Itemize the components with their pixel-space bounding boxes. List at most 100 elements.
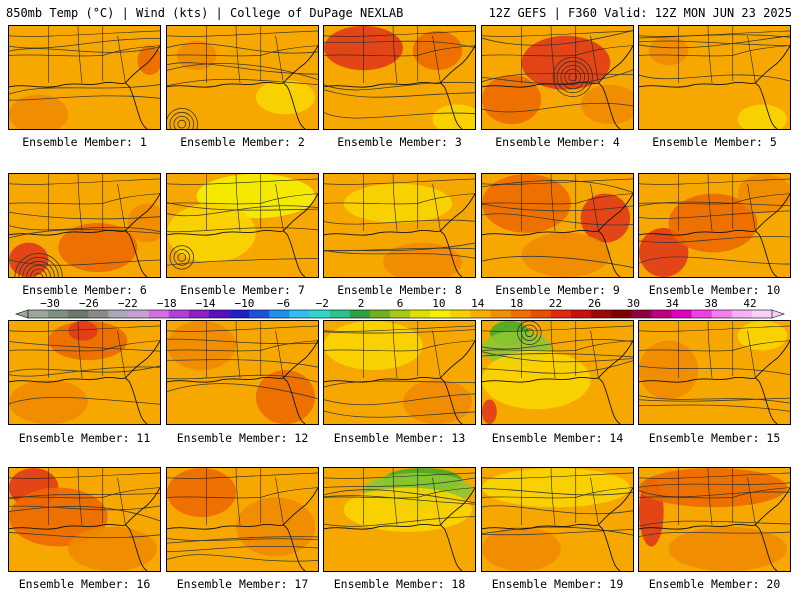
ensemble-panel-20 (638, 467, 791, 572)
colorbar-swatch (490, 310, 511, 318)
isoline (9, 505, 160, 522)
state-border (639, 496, 733, 499)
ensemble-panel-9 (481, 173, 634, 278)
temperature-shading (482, 526, 561, 571)
state-border (550, 26, 556, 83)
ensemble-member-label: Ensemble Member: 12 (176, 431, 309, 445)
coastline (125, 487, 160, 526)
colorbar-swatch (711, 310, 733, 318)
isoline (9, 46, 160, 53)
state-border (275, 35, 284, 83)
isoline (9, 95, 160, 101)
state-border (77, 468, 83, 525)
temperature-map (9, 26, 160, 129)
coastline (167, 229, 306, 277)
colorbar-swatch (430, 310, 451, 318)
state-border (432, 35, 441, 83)
colorbar-tick-label: −14 (196, 297, 216, 310)
state-border (102, 340, 160, 351)
temperature-map (639, 321, 790, 424)
colorbar-tick-label: −22 (118, 297, 138, 310)
pressure-center-contour (521, 324, 538, 342)
coastline (639, 523, 778, 571)
state-border (117, 330, 126, 378)
ensemble-panel-18 (323, 467, 476, 572)
coastline (440, 487, 475, 526)
temperature-shading (255, 370, 316, 424)
isoline (324, 489, 475, 504)
coastline (755, 340, 790, 379)
state-border (575, 340, 633, 351)
isoline (9, 365, 160, 373)
state-border (260, 487, 318, 498)
ensemble-panel-7 (166, 173, 319, 278)
pressure-center-contour (568, 72, 578, 82)
coastline (598, 487, 633, 526)
coastline (324, 376, 463, 424)
state-border (732, 340, 790, 351)
map-title: 850mb Temp (°C) | Wind (kts) | College o… (6, 6, 404, 20)
coastline (125, 193, 160, 232)
isoline (639, 236, 790, 243)
colorbar-swatch (289, 310, 310, 318)
state-border (747, 183, 756, 231)
ensemble-panel-14 (481, 320, 634, 425)
colorbar-swatch (751, 310, 773, 318)
state-border (9, 178, 160, 185)
isoline (324, 250, 475, 259)
colorbar-swatch (188, 310, 210, 318)
ensemble-member-label: Ensemble Member: 2 (180, 135, 305, 149)
colorbar-tick-label: −18 (157, 297, 177, 310)
state-border (482, 30, 633, 37)
state-border (550, 468, 556, 525)
state-border (639, 472, 790, 479)
ensemble-member-label: Ensemble Member: 1 (22, 135, 147, 149)
temperature-shading (639, 227, 689, 277)
coastline (283, 340, 318, 379)
state-border (102, 193, 160, 204)
model-valid-time: 12Z GEFS | F360 Valid: 12Z MON JUN 23 20… (488, 6, 792, 20)
ensemble-member-label: Ensemble Member: 6 (22, 283, 147, 297)
coastline (324, 523, 463, 571)
isoline (639, 404, 790, 412)
colorbar-swatch (309, 310, 330, 318)
colorbar-tick-label: 22 (549, 297, 562, 310)
state-border (432, 183, 441, 231)
coastline (283, 45, 318, 84)
isoline (482, 213, 633, 226)
isoline (167, 554, 318, 562)
colorbar-tick-label: −6 (277, 297, 290, 310)
isoline (324, 477, 475, 489)
state-border (102, 45, 160, 56)
ensemble-panel-3 (323, 25, 476, 130)
state-border (639, 30, 790, 37)
state-border (392, 26, 398, 83)
isoline (639, 395, 790, 404)
pressure-center-contour (564, 68, 582, 86)
state-border (590, 183, 599, 231)
state-border (707, 468, 713, 525)
coastline (9, 523, 148, 571)
coastline (167, 523, 306, 571)
state-border (482, 54, 576, 57)
pressure-center-contour (173, 115, 191, 129)
ensemble-panel-10 (638, 173, 791, 278)
colorbar-tick-label: 14 (471, 297, 485, 310)
ensemble-member-label: Ensemble Member: 15 (648, 431, 781, 445)
state-border (590, 35, 599, 83)
ensemble-panel-1 (8, 25, 161, 130)
isoline (639, 256, 790, 265)
state-border (260, 193, 318, 204)
state-border (324, 325, 475, 332)
state-border (590, 330, 599, 378)
ensemble-panel-2 (166, 25, 319, 130)
colorbar-tick-label: 10 (432, 297, 445, 310)
colorbar-swatch (550, 310, 572, 318)
temperature-shading (9, 94, 69, 129)
isoline (639, 201, 790, 207)
isoline (639, 531, 790, 537)
state-border (482, 202, 576, 205)
state-border (167, 325, 318, 332)
colorbar-swatch (369, 310, 391, 318)
temperature-map (639, 468, 790, 571)
